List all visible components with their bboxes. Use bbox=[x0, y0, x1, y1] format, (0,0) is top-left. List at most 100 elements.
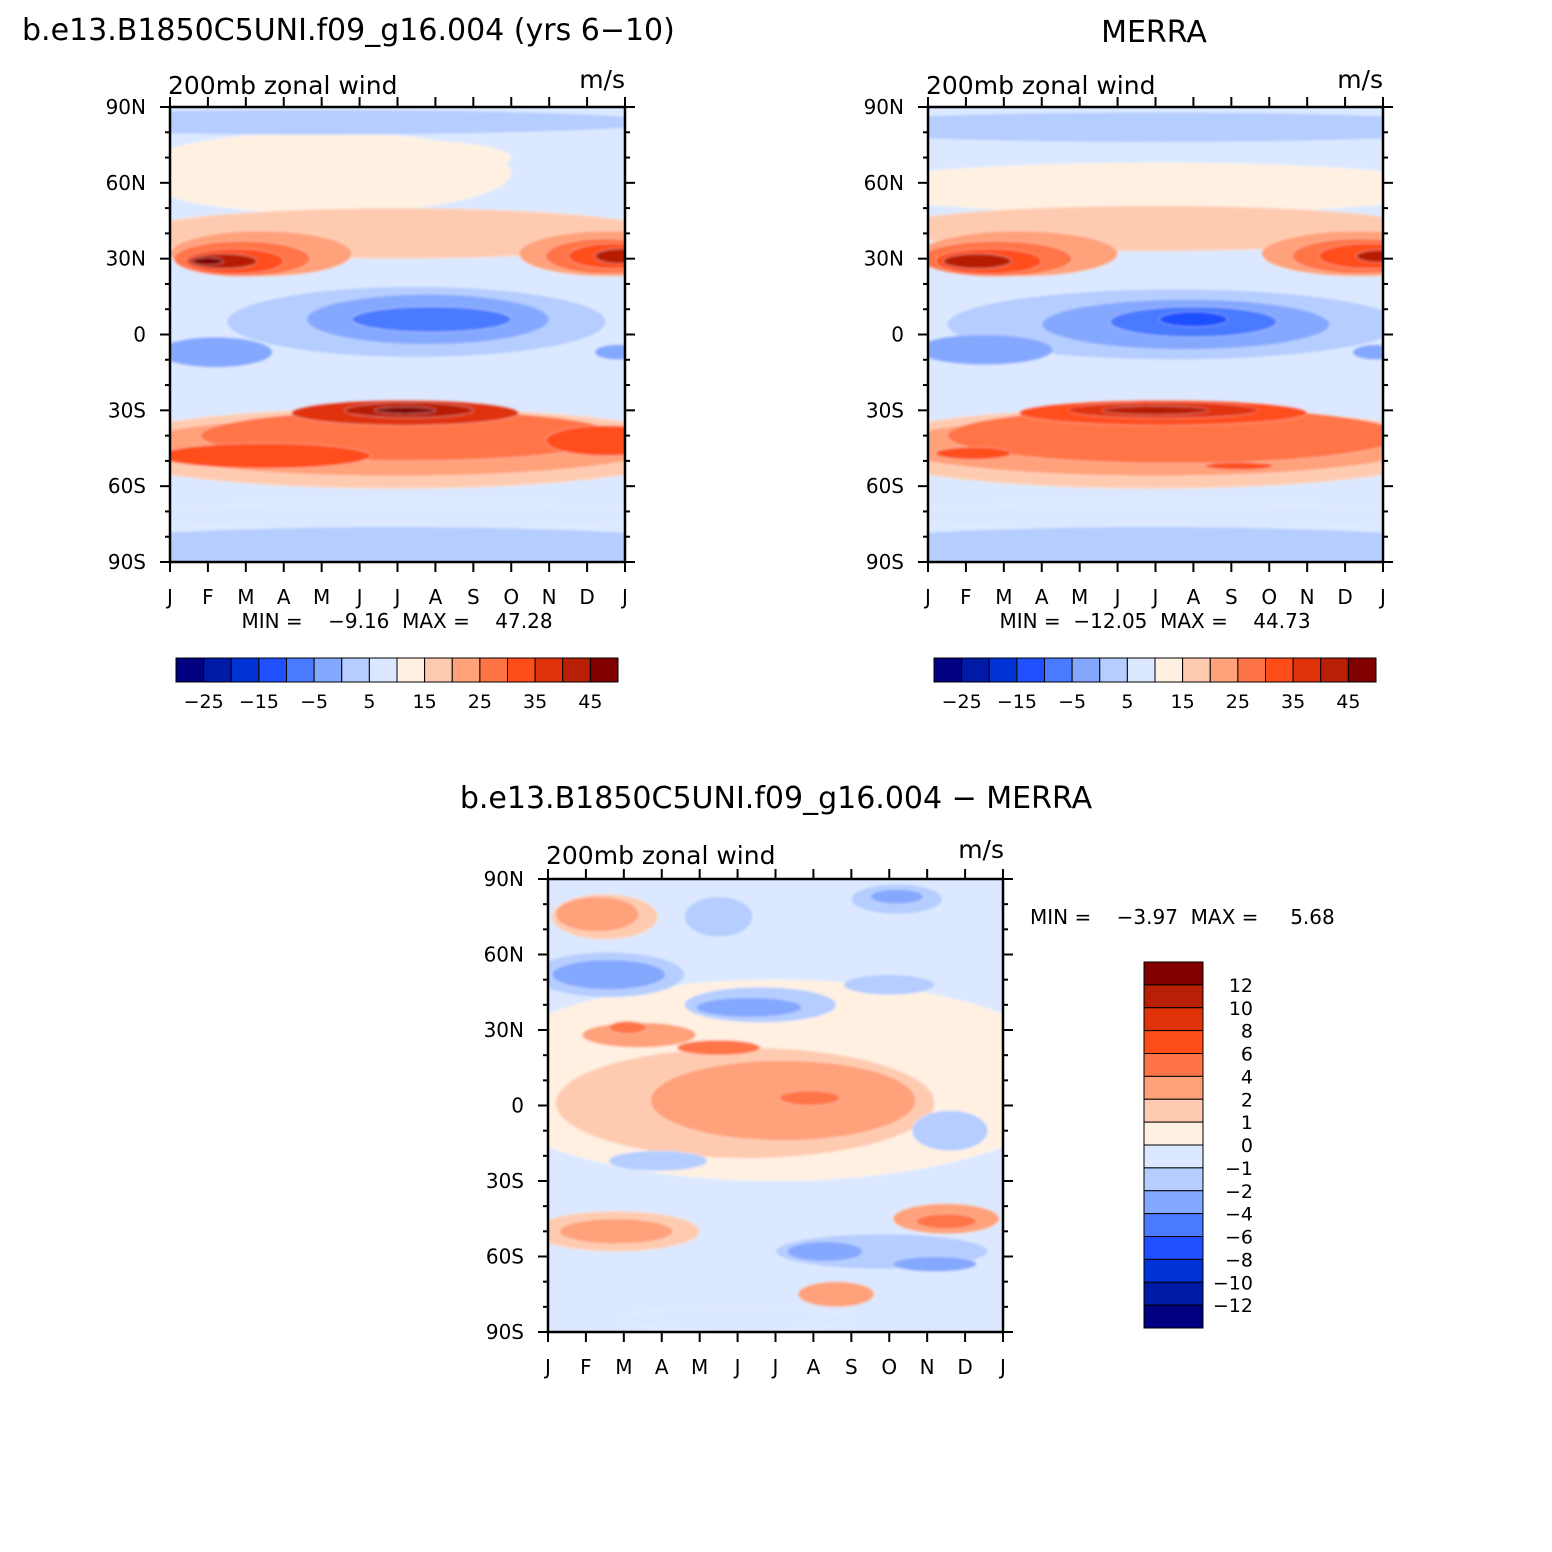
y-tick-label: 90N bbox=[106, 95, 146, 119]
contour-region-24 bbox=[786, 1241, 864, 1262]
x-tick-label: M bbox=[691, 1355, 708, 1379]
panel-merra-contour-field bbox=[928, 107, 1383, 562]
x-tick-label: O bbox=[1261, 585, 1277, 609]
colorbar-label: 5 bbox=[363, 691, 375, 713]
x-tick-label: J bbox=[1113, 585, 1121, 609]
x-tick-label: A bbox=[429, 585, 443, 609]
colorbar-label: −5 bbox=[1058, 691, 1086, 713]
y-tick-label: 60S bbox=[486, 1245, 524, 1269]
x-tick-label: F bbox=[960, 585, 972, 609]
contour-region-24 bbox=[1102, 405, 1209, 416]
contour-region-26 bbox=[170, 503, 625, 530]
panel-merra: MERRA 200mb zonal wind m/s 90N 60N 30N 0 30S… bbox=[864, 15, 1393, 713]
y-tick-label: 60N bbox=[864, 171, 904, 195]
x-tick-label: M bbox=[615, 1355, 632, 1379]
x-tick-label: A bbox=[277, 585, 291, 609]
colorbar-swatch bbox=[1143, 1144, 1204, 1169]
panel-difference-variable-label: 200mb zonal wind bbox=[546, 841, 775, 870]
contour-region-22 bbox=[545, 425, 625, 457]
colorbar-swatch bbox=[1143, 1236, 1204, 1260]
contour-region-25 bbox=[928, 503, 1383, 530]
x-tick-label: J bbox=[620, 585, 628, 609]
x-tick-label: N bbox=[542, 585, 557, 609]
colorbar-swatch bbox=[1143, 1030, 1204, 1054]
x-tick-label: M bbox=[1071, 585, 1088, 609]
colorbar-label: 2 bbox=[1241, 1089, 1253, 1111]
panel-model: b.e13.B1850C5UNI.f09_g16.004 (yrs 6−10) … bbox=[22, 13, 675, 713]
contour-region-8 bbox=[1318, 243, 1383, 270]
x-tick-label: J bbox=[393, 585, 401, 609]
x-tick-label: M bbox=[237, 585, 254, 609]
y-tick-label: 60N bbox=[106, 171, 146, 195]
x-tick-label: S bbox=[845, 1355, 858, 1379]
colorbar-swatch bbox=[1143, 1213, 1204, 1237]
y-tick-label: 30N bbox=[864, 247, 904, 271]
colorbar-label: −2 bbox=[1225, 1181, 1253, 1203]
x-tick-label: A bbox=[1187, 585, 1201, 609]
colorbar-label: 8 bbox=[1241, 1021, 1253, 1043]
contour-region-18 bbox=[608, 1150, 708, 1172]
colorbar-swatch bbox=[203, 657, 232, 683]
contour-blobs bbox=[928, 111, 1383, 562]
contour-region-16 bbox=[1352, 344, 1383, 361]
colorbar-swatch bbox=[341, 657, 370, 683]
colorbar-swatch bbox=[1044, 657, 1073, 683]
x-tick-label: F bbox=[202, 585, 214, 609]
colorbar-swatch bbox=[479, 657, 508, 683]
panel-model-units-label: m/s bbox=[579, 65, 625, 94]
colorbar-swatch bbox=[1143, 1121, 1204, 1146]
panel-merra-title: MERRA bbox=[1101, 15, 1207, 50]
contour-region-17 bbox=[911, 1110, 989, 1152]
colorbar-swatch bbox=[451, 657, 481, 683]
panel-model-contour-field bbox=[170, 107, 625, 562]
contour-region-9 bbox=[942, 253, 1012, 270]
x-tick-label: N bbox=[920, 1355, 935, 1379]
panel-model-title: b.e13.B1850C5UNI.f09_g16.004 (yrs 6−10) bbox=[22, 13, 675, 48]
x-tick-label: S bbox=[1225, 585, 1238, 609]
colorbar-label: 12 bbox=[1229, 975, 1253, 997]
x-tick-label: J bbox=[733, 1355, 741, 1379]
colorbar-swatch bbox=[1143, 1075, 1204, 1100]
colorbar-swatch bbox=[424, 657, 453, 683]
y-tick-label: 30S bbox=[866, 398, 904, 422]
colorbar-swatch bbox=[1143, 1281, 1204, 1306]
y-tick-label: 90S bbox=[866, 550, 904, 574]
y-tick-label: 60S bbox=[866, 474, 904, 498]
contour-region-15 bbox=[351, 306, 512, 333]
colorbar-label: 0 bbox=[1241, 1135, 1253, 1157]
contour-region-1 bbox=[928, 111, 1383, 143]
contour-region-11 bbox=[594, 248, 625, 265]
colorbar-swatch bbox=[562, 657, 591, 683]
colorbar-swatch bbox=[230, 657, 260, 683]
x-tick-label: O bbox=[503, 585, 519, 609]
colorbar-label: 5 bbox=[1121, 691, 1133, 713]
panel-difference: b.e13.B1850C5UNI.f09_g16.004 − MERRA 200… bbox=[460, 781, 1335, 1379]
colorbar-label: −15 bbox=[239, 691, 279, 713]
y-tick-label: 30N bbox=[484, 1018, 524, 1042]
contour-blobs bbox=[548, 883, 1003, 1332]
x-tick-label: O bbox=[881, 1355, 897, 1379]
colorbar-label: −1 bbox=[1225, 1158, 1253, 1180]
colorbar-swatch bbox=[1143, 1053, 1204, 1077]
x-tick-label: J bbox=[165, 585, 173, 609]
colorbar-swatch bbox=[961, 657, 990, 683]
x-tick-label: J bbox=[923, 585, 931, 609]
contour-blobs bbox=[170, 109, 625, 562]
colorbar-label: 6 bbox=[1241, 1044, 1253, 1066]
colorbar-swatch bbox=[1292, 657, 1322, 683]
contour-region-16 bbox=[170, 336, 273, 368]
panel-merra-colorbar: −25 −15 −5 5 15 25 35 45 bbox=[933, 657, 1377, 713]
y-tick-label: 90N bbox=[864, 95, 904, 119]
colorbar-swatch bbox=[534, 657, 564, 683]
contour-region-1 bbox=[283, 139, 512, 176]
colorbar-label: −6 bbox=[1225, 1227, 1253, 1249]
colorbar-swatch bbox=[258, 657, 287, 683]
contour-region-14 bbox=[1158, 311, 1228, 328]
x-tick-label: J bbox=[1378, 585, 1386, 609]
colorbar-label: 45 bbox=[1336, 691, 1360, 713]
colorbar-swatch bbox=[286, 657, 315, 683]
panel-difference-title: b.e13.B1850C5UNI.f09_g16.004 − MERRA bbox=[460, 781, 1093, 816]
